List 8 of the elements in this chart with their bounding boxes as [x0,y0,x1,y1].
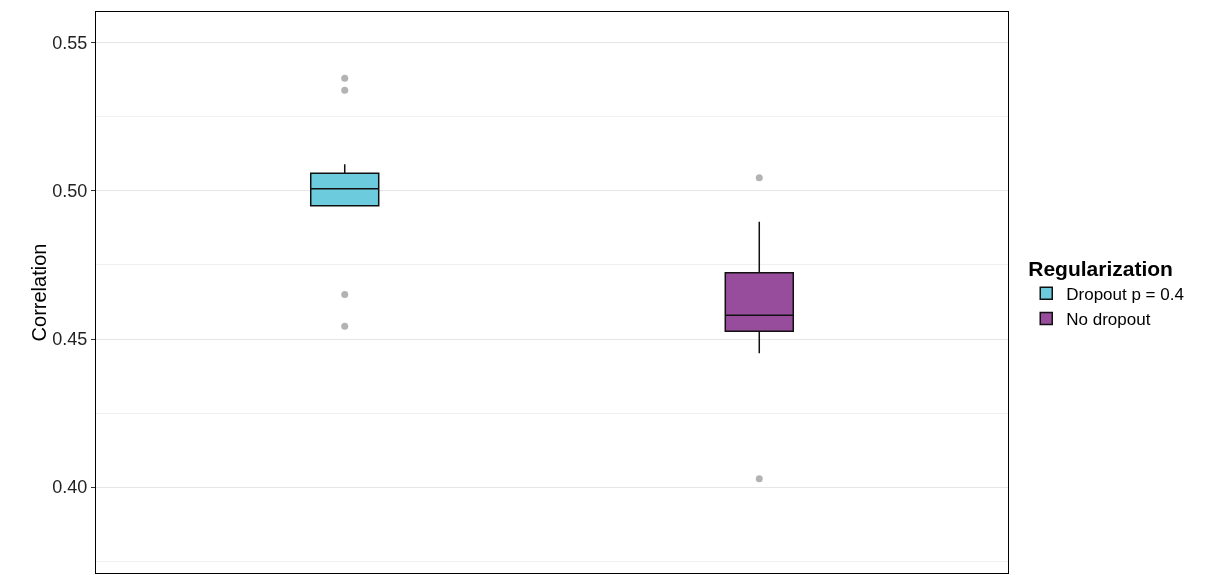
legend-label: No dropout [1066,310,1151,330]
legend-label: Dropout p = 0.4 [1066,284,1184,304]
y-tick-label: 0.55 [52,33,88,54]
y-tick-label: 0.40 [52,477,88,498]
y-tick-label: 0.45 [52,329,88,350]
y-tick-label: 0.50 [52,181,88,202]
legend-title: Regularization [1028,256,1173,280]
y-axis-title: Correlation [28,243,50,342]
